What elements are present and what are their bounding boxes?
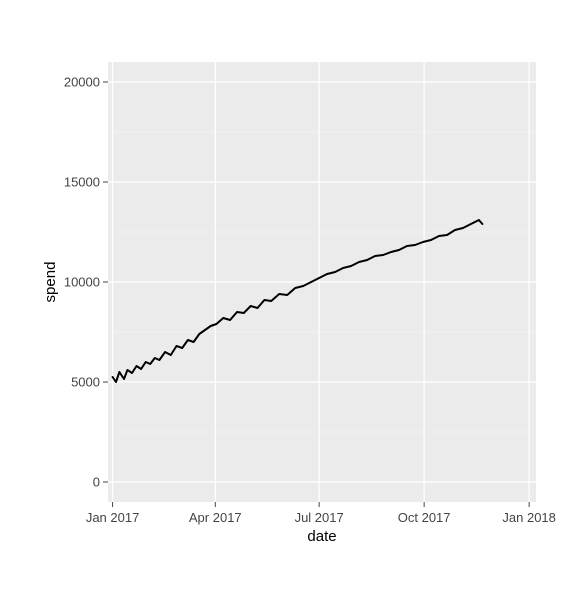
x-tick-label: Jul 2017 xyxy=(295,510,344,525)
y-tick-label: 0 xyxy=(93,475,100,490)
y-tick-label: 15000 xyxy=(64,175,100,190)
x-axis-title: date xyxy=(307,528,336,545)
y-tick-label: 20000 xyxy=(64,75,100,90)
x-tick-label: Apr 2017 xyxy=(189,510,242,525)
series-line xyxy=(111,219,484,383)
x-tick-label: Oct 2017 xyxy=(398,510,451,525)
y-axis-title: spend xyxy=(42,262,59,303)
x-tick-label: Jan 2017 xyxy=(86,510,140,525)
y-tick-label: 5000 xyxy=(71,375,100,390)
x-tick-label: Jan 2018 xyxy=(502,510,556,525)
y-tick-label: 10000 xyxy=(64,275,100,290)
